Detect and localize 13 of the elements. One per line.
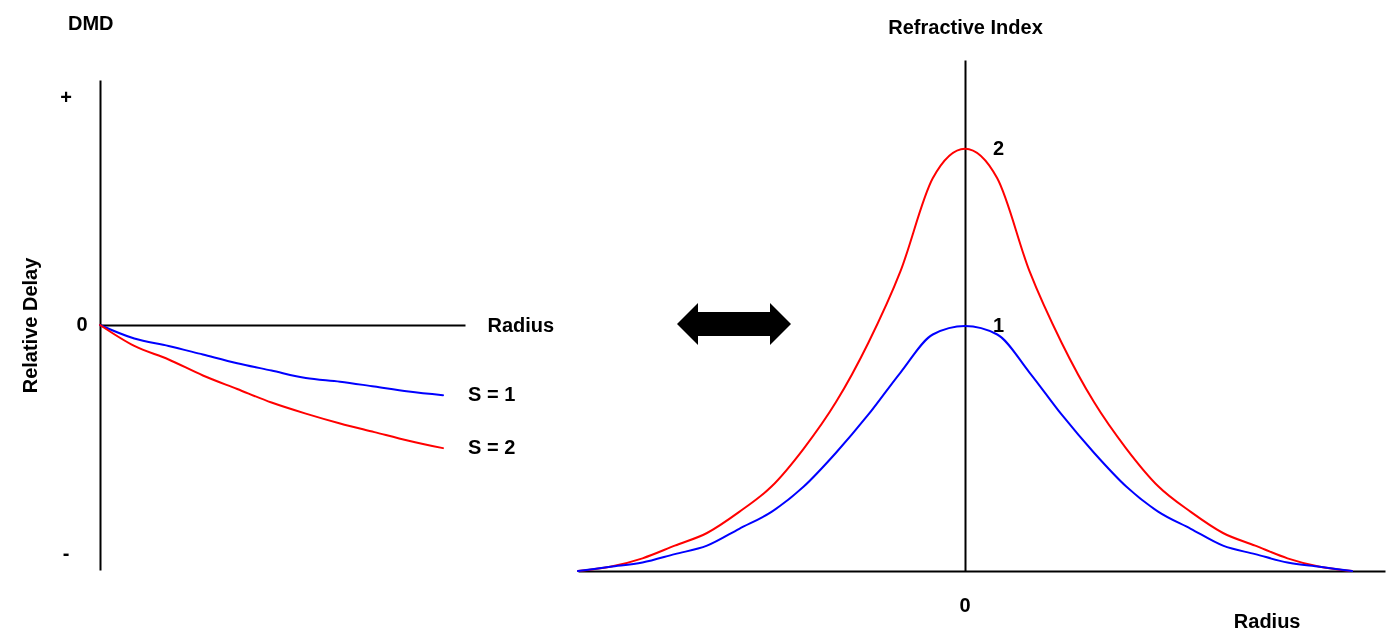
text: 0: [76, 312, 88, 336]
x-axis-title: Radius: [1233, 609, 1301, 632]
chart-title: DMD: [68, 12, 114, 34]
series-label: S = 1: [468, 383, 516, 406]
series-label: 2: [993, 136, 1005, 159]
text: -: [62, 541, 70, 565]
text: +: [60, 85, 72, 109]
text: 0: [959, 593, 971, 617]
y-axis-title: Refractive Index: [888, 15, 1043, 38]
x-axis-title: Radius: [487, 313, 555, 336]
series-label: 1: [993, 314, 1005, 337]
series-label: S = 2: [468, 436, 516, 459]
y-axis-title: Relative Delay: [18, 256, 41, 394]
